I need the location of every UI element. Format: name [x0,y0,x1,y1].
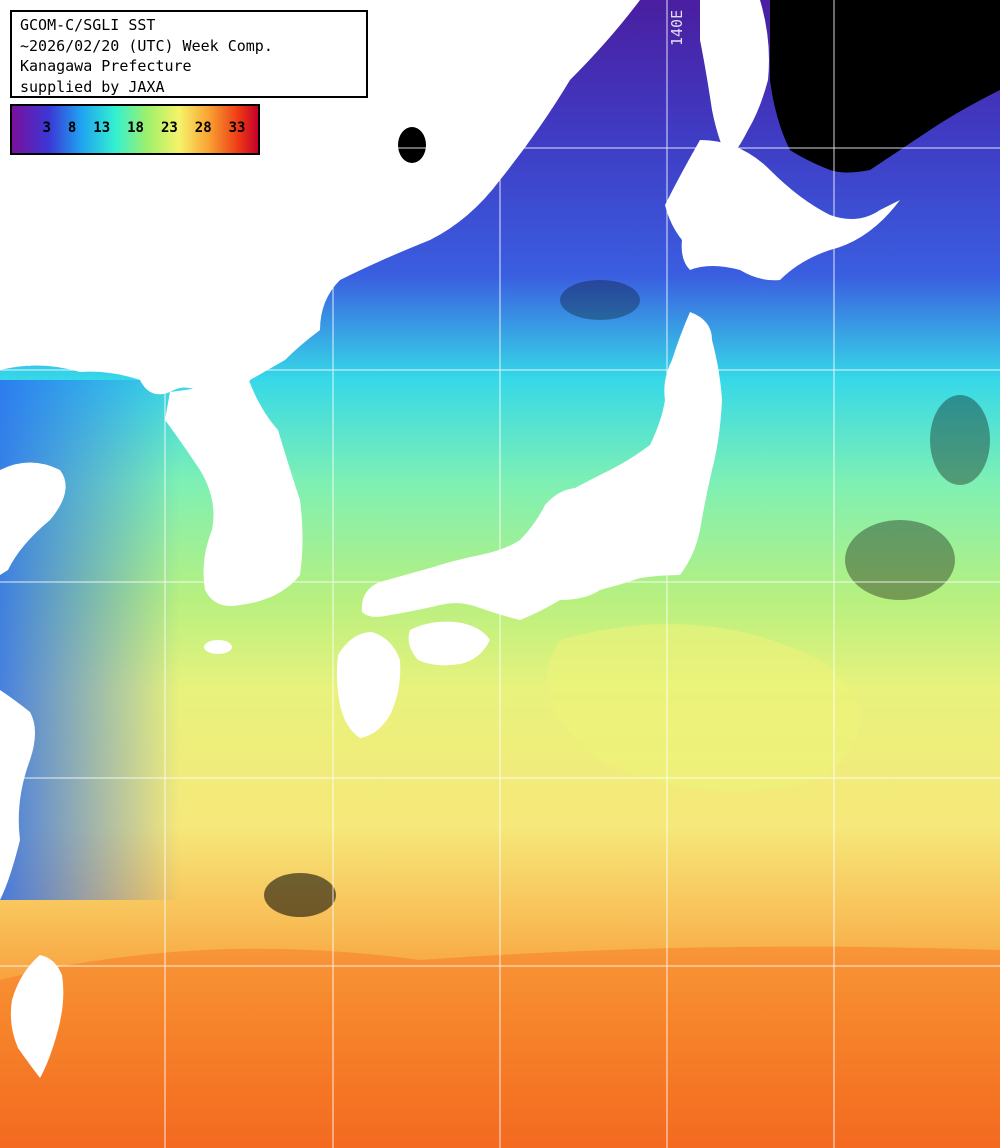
cloud-mask [264,0,1000,917]
composite-date: ~2026/02/20 (UTC) Week Comp. [20,36,273,55]
region-name: Kanagawa Prefecture [20,57,192,75]
cloud-patch [398,127,426,163]
cloud-patch [560,280,640,320]
legend-color-bar [12,106,258,153]
cloud-patch [845,520,955,600]
land-taiwan [10,955,64,1078]
land-hokkaido [665,140,900,281]
legend-label: 23 [160,120,178,136]
land-shikoku [408,621,490,666]
land-jeju [204,640,232,654]
legend-label: 28 [194,120,212,136]
legend-label: 8 [67,120,77,136]
land-honshu [361,312,722,620]
land-korea [165,378,303,606]
land-china-south [0,690,35,900]
data-credit: supplied by JAXA [20,77,165,96]
longitude-label: 140E [668,9,686,46]
cold-east-china-sea [0,380,180,900]
map-info-box: GCOM-C/SGLI SST ~2026/02/20 (UTC) Week C… [10,10,368,98]
legend-label: 18 [127,120,144,136]
cloud-patch [930,395,990,485]
land-sakhalin [700,0,769,160]
product-title: GCOM-C/SGLI SST [20,16,156,34]
warm-eddy [546,624,860,792]
cloud-patch [264,873,336,917]
cloud-okhotsk [770,0,1000,173]
legend-labels: 3 8 13 18 23 28 33 [12,120,258,136]
legend-label: 3 [42,120,51,136]
temperature-legend: 3 8 13 18 23 28 33 [10,104,260,155]
land-kyushu [336,632,401,738]
legend-label: 33 [228,120,246,136]
land-china-coast [0,462,66,575]
legend-label: 13 [93,120,111,136]
latitude-label: 40N [4,352,32,370]
